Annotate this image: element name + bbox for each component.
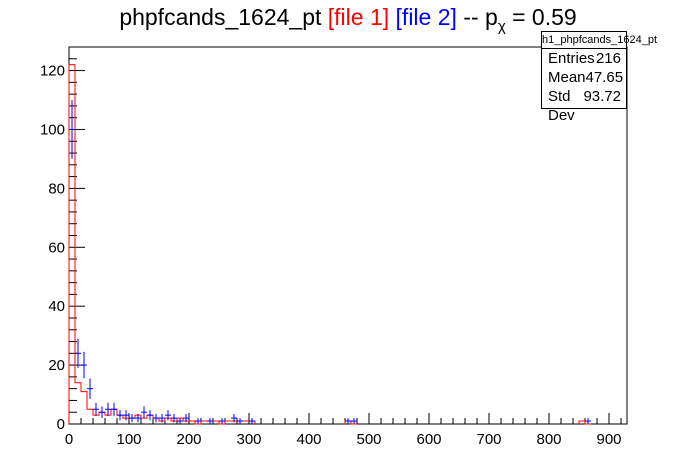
y-tick-label: 100 <box>40 121 65 138</box>
title-eq: = 0.59 <box>505 4 577 30</box>
stats-mean-value: 47.65 <box>585 69 624 86</box>
chart-title: phpfcands_1624_pt [file 1] [file 2] -- p… <box>0 4 696 35</box>
title-file1: [file 1] <box>327 4 390 30</box>
file1-histogram-line <box>68 64 591 425</box>
x-tick-label: 200 <box>176 431 201 448</box>
x-tick-label: 100 <box>116 431 141 448</box>
y-tick-label: 40 <box>48 298 65 315</box>
y-tick-label: 80 <box>48 180 65 197</box>
title-sep: -- p <box>456 4 498 30</box>
stats-row-mean: Mean 47.65 <box>542 68 626 87</box>
stats-name: h1_phpfcands_1624_pt <box>542 32 657 49</box>
stats-entries-label: Entries <box>548 50 595 67</box>
stats-stddev-value: 93.72 <box>583 88 621 105</box>
x-tick-label: 300 <box>236 431 261 448</box>
stats-stddev-label: Std Dev <box>548 88 575 124</box>
y-tick-label: 60 <box>48 239 65 256</box>
title-chi: χ <box>497 18 506 35</box>
title-main: phpfcands_1624_pt <box>119 4 322 30</box>
y-tick-label: 20 <box>48 357 65 374</box>
stats-entries-value: 216 <box>595 50 621 67</box>
x-tick-label: 0 <box>65 431 73 448</box>
stats-row-entries: Entries 216 <box>542 49 626 68</box>
y-tick-label: 120 <box>40 63 65 80</box>
x-tick-label: 500 <box>356 431 381 448</box>
stats-box: h1_phpfcands_1624_pt Entries 216 Mean 47… <box>541 31 657 124</box>
x-tick-label: 700 <box>476 431 501 448</box>
x-tick-label: 400 <box>296 431 321 448</box>
x-tick-label: 600 <box>416 431 441 448</box>
stats-row-stddev: Std Dev 93.72 <box>542 87 626 124</box>
y-tick-label: 0 <box>57 416 65 433</box>
x-tick-label: 800 <box>536 431 561 448</box>
stats-mean-label: Mean <box>548 69 586 86</box>
x-tick-label: 900 <box>596 431 621 448</box>
title-file2: [file 2] <box>395 4 457 30</box>
